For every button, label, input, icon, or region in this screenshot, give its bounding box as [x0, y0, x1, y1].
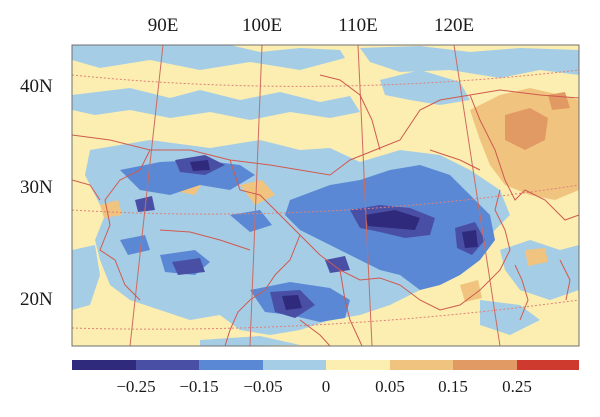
- colorbar-tick-label: 0: [321, 377, 331, 396]
- map-panel: [72, 45, 579, 346]
- lon-label-90e: 90E: [147, 15, 179, 36]
- colorbar-tick-label: −0.15: [179, 377, 219, 396]
- colorbar-tick-label: −0.05: [243, 377, 283, 396]
- lon-label-120e: 120E: [433, 15, 475, 36]
- colorbar-bin: [136, 360, 199, 370]
- country-boundaries: [72, 74, 579, 346]
- lat-label-40n: 40N: [20, 76, 53, 97]
- colorbar-bin: [326, 360, 390, 370]
- map-frame: [71, 44, 580, 347]
- lon-label-100e: 100E: [241, 15, 283, 36]
- colorbar-bin: [390, 360, 453, 370]
- colorbar-bin: [199, 360, 263, 370]
- colorbar: [72, 360, 579, 370]
- colorbar-bin: [72, 360, 136, 370]
- colorbar-bin: [263, 360, 326, 370]
- lon-label-110e: 110E: [338, 15, 378, 36]
- strongest-negative-regions: [190, 160, 478, 310]
- graticule: [72, 69, 579, 330]
- colorbar-tick-label: −0.25: [116, 377, 156, 396]
- lat-label-20n: 20N: [20, 289, 53, 310]
- colorbar-tick-label: 0.25: [502, 377, 532, 396]
- colorbar-bin: [517, 360, 579, 370]
- colorbar-bin: [453, 360, 517, 370]
- colorbar-tick-label: 0.15: [438, 377, 468, 396]
- colorbar-tick-label: 0.05: [375, 377, 405, 396]
- lat-label-30n: 30N: [20, 177, 53, 198]
